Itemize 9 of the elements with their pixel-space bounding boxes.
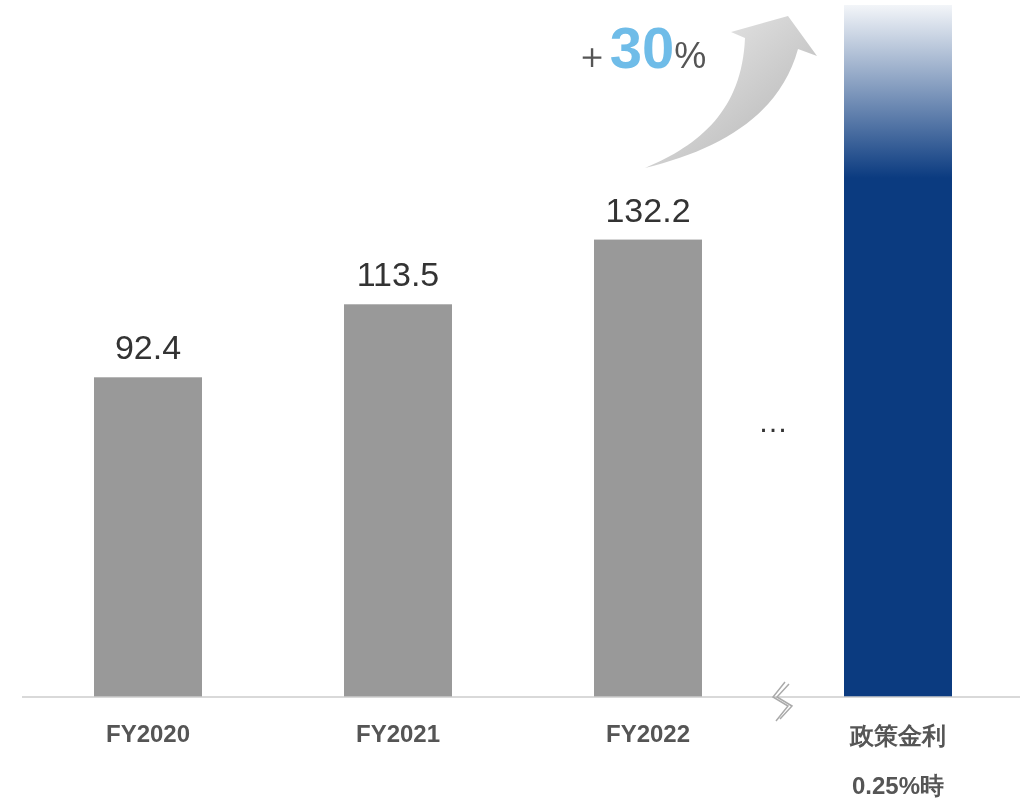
- x-tick-label: 政策金利 0.25%時: [849, 722, 946, 799]
- data-label: 132.2: [605, 190, 691, 229]
- x-tick-label: FY2021: [355, 720, 441, 747]
- x-tick-label: FY2020: [105, 720, 191, 747]
- annotation: …: [758, 405, 788, 438]
- data-label: 92.4: [114, 328, 182, 367]
- data-label: 113.5: [356, 255, 440, 294]
- annotation: ＋30%: [573, 15, 707, 80]
- x-tick-label: FY2022: [605, 720, 691, 747]
